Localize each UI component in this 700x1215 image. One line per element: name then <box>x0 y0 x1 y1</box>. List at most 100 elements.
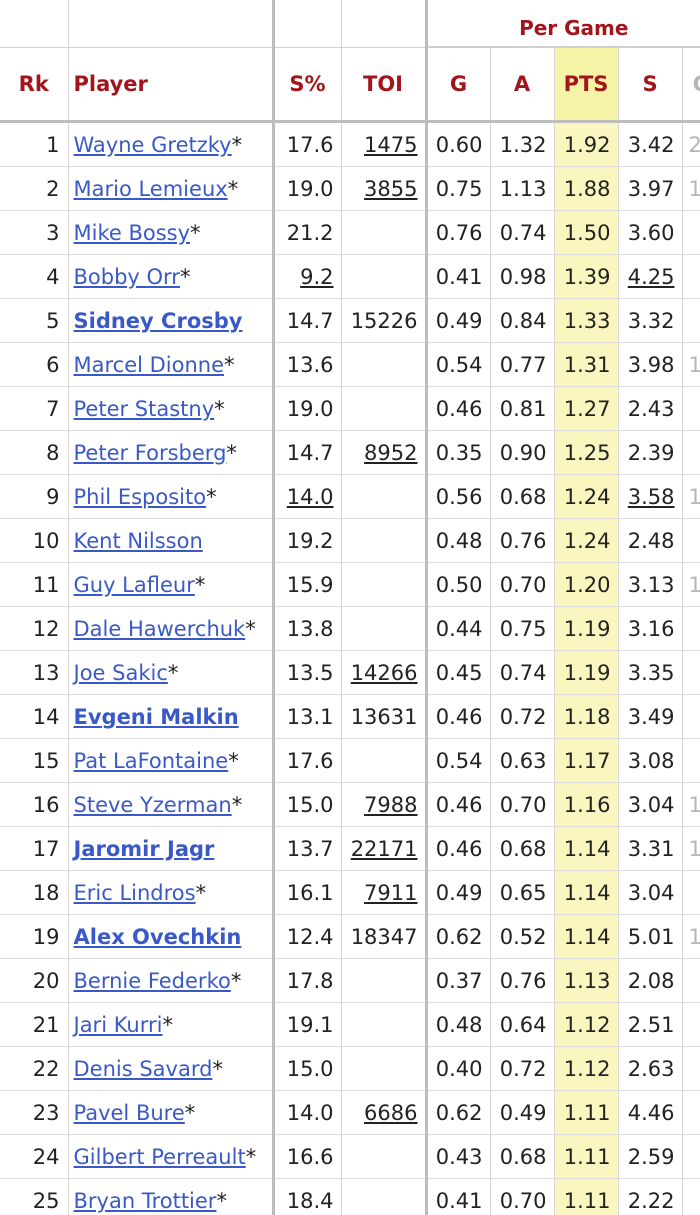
shots-per-game-cell: 3.98 <box>618 342 683 387</box>
player-link[interactable]: Wayne Gretzky <box>73 132 232 157</box>
toi-cell: 22171 <box>341 826 428 871</box>
shots-per-game-cell: 2.39 <box>618 430 683 475</box>
goals-per-game-cell: 0.56 <box>426 474 491 519</box>
assists-value: 0.68 <box>499 836 547 861</box>
player-link[interactable]: Bobby Orr <box>73 264 180 289</box>
player-link[interactable]: Sidney Crosby <box>73 308 243 333</box>
points-value: 1.27 <box>563 396 611 421</box>
player-link[interactable]: Pat LaFontaine <box>73 748 229 773</box>
player-link[interactable]: Evgeni Malkin <box>73 704 239 729</box>
offscreen-cell <box>682 518 700 563</box>
shots-per-game-cell: 2.59 <box>618 1134 683 1179</box>
player-link[interactable]: Marcel Dionne <box>73 352 225 377</box>
player-cell: Gilbert Perreault* <box>68 1134 275 1179</box>
col-header-assists[interactable]: A <box>490 47 555 123</box>
offscreen-cell <box>682 1090 700 1135</box>
player-link[interactable]: Mario Lemieux <box>73 176 228 201</box>
goals-per-game-cell: 0.48 <box>426 518 491 563</box>
hall-of-fame-marker: * <box>231 792 243 817</box>
player-cell: Peter Forsberg* <box>68 430 275 475</box>
shooting-pct-cell: 16.6 <box>273 1134 342 1179</box>
hall-of-fame-marker: * <box>245 1144 257 1169</box>
player-link[interactable]: Kent Nilsson <box>73 528 203 553</box>
assists-per-game-cell: 0.74 <box>490 210 555 255</box>
col-header-shooting-pct[interactable]: S% <box>273 47 342 123</box>
column-header-row: Rk Player S% TOI G A PTS S G <box>0 47 700 123</box>
goals-per-game-cell: 0.49 <box>426 870 491 915</box>
player-link[interactable]: Phil Esposito <box>73 484 207 509</box>
points-per-game-cell: 1.11 <box>554 1090 619 1135</box>
shots-value: 3.97 <box>627 176 675 201</box>
player-cell: Sidney Crosby <box>68 298 275 343</box>
player-link[interactable]: Pavel Bure <box>73 1100 185 1125</box>
player-link[interactable]: Guy Lafleur <box>73 572 195 597</box>
rank-value: 13 <box>32 660 60 685</box>
points-per-game-cell: 1.31 <box>554 342 619 387</box>
goals-per-game-cell: 0.49 <box>426 298 491 343</box>
hall-of-fame-marker: * <box>190 220 201 245</box>
rank-cell: 13 <box>0 650 69 695</box>
rank-value: 12 <box>32 616 60 641</box>
col-header-goals[interactable]: G <box>426 47 491 123</box>
player-link[interactable]: Gilbert Perreault <box>73 1144 246 1169</box>
points-per-game-cell: 1.14 <box>554 870 619 915</box>
shooting-pct-value: 13.8 <box>286 616 334 641</box>
offscreen-cell <box>682 1002 700 1047</box>
shots-per-game-cell: 3.16 <box>618 606 683 651</box>
shooting-pct-cell: 15.0 <box>273 1046 342 1091</box>
assists-per-game-cell: 0.52 <box>490 914 555 959</box>
shooting-pct-value: 19.1 <box>286 1012 334 1037</box>
offscreen-cell: 1 <box>682 166 700 211</box>
toi-cell: 7911 <box>341 870 428 915</box>
rank-cell: 14 <box>0 694 69 739</box>
player-link[interactable]: Joe Sakic <box>73 660 168 685</box>
shooting-pct-value: 13.6 <box>286 352 334 377</box>
player-link[interactable]: Jaromir Jagr <box>73 836 215 861</box>
col-header-player[interactable]: Player <box>68 47 275 123</box>
points-value: 1.12 <box>563 1056 611 1081</box>
shooting-pct-cell: 19.0 <box>273 386 342 431</box>
player-link[interactable]: Mike Bossy <box>73 220 191 245</box>
player-link[interactable]: Eric Lindros <box>73 880 196 905</box>
goals-value: 0.76 <box>435 220 483 245</box>
toi-cell <box>341 1178 428 1215</box>
player-link[interactable]: Alex Ovechkin <box>73 924 242 949</box>
goals-value: 0.60 <box>435 132 483 157</box>
player-link[interactable]: Denis Savard <box>73 1056 213 1081</box>
points-per-game-cell: 1.13 <box>554 958 619 1003</box>
player-link[interactable]: Peter Forsberg <box>73 440 227 465</box>
shots-per-game-cell: 3.42 <box>618 121 683 167</box>
points-value: 1.12 <box>563 1012 611 1037</box>
col-header-shots[interactable]: S <box>618 47 683 123</box>
player-cell: Bryan Trottier* <box>68 1178 275 1215</box>
player-link[interactable]: Bernie Federko <box>73 968 231 993</box>
assists-value: 0.75 <box>499 616 547 641</box>
col-header-rank[interactable]: Rk <box>0 47 69 123</box>
offscreen-value: 1 <box>689 925 700 949</box>
toi-value: 3855 <box>364 176 418 201</box>
assists-per-game-cell: 0.76 <box>490 518 555 563</box>
goals-value: 0.50 <box>435 572 483 597</box>
col-header-points[interactable]: PTS <box>554 47 619 123</box>
table-row: 22 Denis Savard* 15.0 0.40 0.72 1.12 2.63 <box>0 1046 700 1091</box>
shooting-pct-cell: 15.0 <box>273 782 342 827</box>
table-row: 7 Peter Stastny* 19.0 0.46 0.81 1.27 2.43 <box>0 386 700 431</box>
player-link[interactable]: Dale Hawerchuk <box>73 616 246 641</box>
player-link[interactable]: Jari Kurri <box>73 1012 163 1037</box>
points-value: 1.24 <box>563 484 611 509</box>
col-header-toi[interactable]: TOI <box>341 47 428 123</box>
goals-value: 0.40 <box>435 1056 483 1081</box>
rank-value: 10 <box>32 528 60 553</box>
player-link[interactable]: Bryan Trottier <box>73 1188 217 1213</box>
assists-per-game-cell: 0.81 <box>490 386 555 431</box>
rank-value: 16 <box>32 792 60 817</box>
hall-of-fame-marker: * <box>206 484 217 509</box>
offscreen-cell <box>682 738 700 783</box>
player-link[interactable]: Peter Stastny <box>73 396 215 421</box>
assists-per-game-cell: 0.68 <box>490 474 555 519</box>
points-per-game-cell: 1.39 <box>554 254 619 299</box>
table-row: 8 Peter Forsberg* 14.7 8952 0.35 0.90 1.25 2.39 <box>0 430 700 475</box>
player-link[interactable]: Steve Yzerman <box>73 792 232 817</box>
assists-per-game-cell: 0.68 <box>490 826 555 871</box>
shooting-pct-value: 18.4 <box>286 1188 334 1213</box>
